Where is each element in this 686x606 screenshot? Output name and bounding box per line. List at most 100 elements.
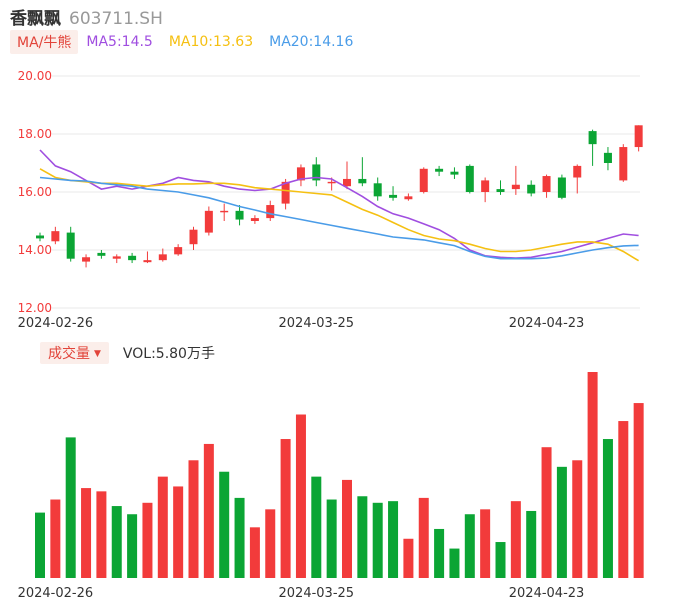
candle-body — [373, 183, 382, 197]
volume-bar — [265, 509, 276, 578]
volume-value: VOL:5.80万手 — [122, 346, 215, 362]
candle-body — [281, 181, 290, 204]
volume-bar — [587, 372, 598, 578]
candle-body — [358, 178, 367, 184]
candle-body — [404, 196, 413, 200]
y-tick-label: 16.00 — [18, 185, 52, 199]
ma10-line — [39, 168, 640, 262]
candle-body — [235, 210, 244, 220]
ma5-line — [39, 149, 639, 259]
volume-bar — [81, 488, 92, 578]
y-tick-label: 20.00 — [18, 69, 52, 83]
volume-bar — [157, 476, 168, 578]
volume-bar — [495, 542, 506, 578]
x-tick-label: 2024-04-23 — [509, 586, 585, 601]
volume-bar — [602, 439, 613, 578]
candle-body — [450, 171, 459, 175]
volume-bar — [449, 548, 460, 578]
volume-bar — [111, 506, 122, 578]
candle-body — [296, 167, 305, 181]
volume-bar — [127, 514, 138, 578]
candle-body — [389, 194, 398, 198]
stock-header: 香飘飘 603711.SH — [10, 4, 163, 29]
volume-bar — [342, 479, 352, 578]
ma5-legend: MA5:14.5 — [86, 34, 153, 50]
volume-tag-label: 成交量 — [48, 346, 90, 362]
volume-bars — [35, 372, 644, 578]
volume-bar — [326, 499, 337, 578]
volume-bar — [464, 514, 475, 578]
volume-x-axis: 2024-02-26 2024-03-25 2024-04-23 — [18, 586, 585, 601]
volume-bar — [526, 510, 537, 578]
caret-down-icon: ▼ — [94, 349, 101, 359]
price-gridlines — [52, 75, 640, 309]
ma-indicator-selector[interactable]: MA/牛熊 — [10, 30, 79, 54]
volume-bar — [572, 460, 583, 578]
candle-body — [481, 180, 490, 192]
candle-body — [327, 181, 336, 184]
volume-bar — [35, 512, 45, 578]
volume-bar — [556, 466, 567, 578]
moving-average-lines — [39, 149, 640, 262]
volume-bar — [96, 491, 107, 578]
volume-bar — [434, 528, 445, 578]
volume-indicator-selector[interactable]: 成交量 ▼ — [40, 342, 109, 364]
volume-bar — [633, 403, 644, 578]
volume-bar — [403, 538, 414, 578]
volume-bar — [203, 443, 214, 578]
stock-name: 香飘飘 — [10, 9, 61, 29]
y-tick-label: 14.00 — [18, 243, 52, 257]
ma-legend: MA/牛熊 MA5:14.5 MA10:13.63 MA20:14.16 — [10, 30, 353, 54]
volume-bar — [418, 497, 429, 578]
volume-bar — [65, 437, 76, 578]
ma20-legend: MA20:14.16 — [269, 34, 354, 50]
y-tick-label: 12.00 — [18, 301, 52, 315]
x-tick-label: 2024-04-23 — [509, 316, 585, 331]
volume-bar — [50, 499, 61, 578]
candle-body — [557, 177, 566, 198]
volume-bar — [219, 471, 230, 578]
x-tick-label: 2024-03-25 — [279, 586, 355, 601]
volume-bar — [142, 502, 153, 578]
volume-bar — [249, 527, 260, 578]
x-tick-label: 2024-03-25 — [279, 316, 355, 331]
candle-body — [511, 184, 520, 190]
candle-body — [51, 231, 60, 242]
candle-body — [36, 235, 44, 239]
stock-code: 603711.SH — [69, 9, 163, 29]
candle-body — [220, 210, 229, 213]
volume-bar — [280, 439, 291, 578]
price-x-axis: 2024-02-26 2024-03-25 2024-04-23 — [18, 316, 585, 331]
volume-bar — [480, 509, 491, 578]
candlestick-series — [36, 125, 643, 268]
volume-bar — [173, 486, 184, 578]
candle-body — [204, 210, 213, 233]
candle-body — [419, 168, 428, 192]
x-tick-label: 2024-02-26 — [18, 586, 94, 601]
candle-body — [542, 176, 551, 192]
candle-body — [573, 165, 582, 178]
candle-body — [266, 205, 275, 219]
volume-bar — [234, 497, 245, 578]
candle-body — [112, 256, 121, 259]
candle-body — [588, 131, 597, 145]
candle-body — [158, 254, 167, 261]
volume-bar — [388, 501, 399, 578]
y-tick-label: 18.00 — [18, 127, 52, 141]
candle-body — [143, 260, 152, 263]
candle-body — [603, 152, 612, 163]
candle-body — [496, 189, 505, 192]
candle-body — [189, 229, 198, 245]
candle-body — [435, 168, 444, 172]
ma10-legend: MA10:13.63 — [168, 34, 254, 50]
candle-body — [465, 165, 474, 192]
candle-body — [250, 218, 259, 221]
candle-body — [97, 252, 106, 256]
candle-body — [343, 178, 351, 187]
volume-bar — [372, 502, 383, 578]
volume-bar — [541, 447, 552, 578]
ma20-line — [39, 176, 639, 260]
volume-legend: 成交量 ▼ VOL:5.80万手 — [40, 342, 215, 364]
x-tick-label: 2024-02-26 — [18, 316, 94, 331]
